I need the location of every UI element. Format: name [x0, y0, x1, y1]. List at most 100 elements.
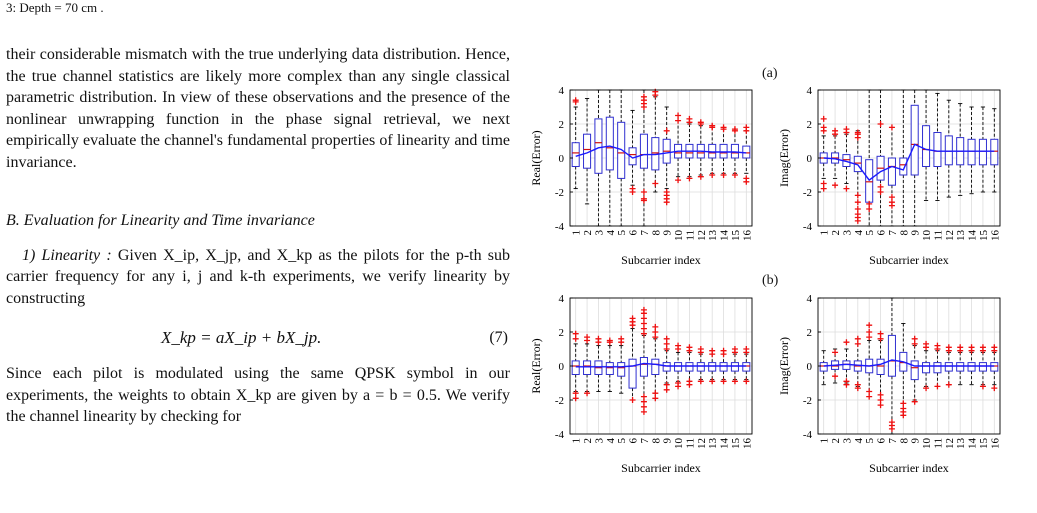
outlier-point — [820, 124, 827, 131]
box-rect — [719, 362, 728, 372]
outlier-point — [584, 390, 591, 397]
box-11 — [685, 123, 694, 178]
outlier-point — [640, 398, 647, 405]
outlier-point — [640, 320, 647, 327]
box-rect — [990, 362, 999, 372]
box-4 — [605, 89, 614, 227]
x-tick-label: 14 — [967, 230, 979, 242]
outlier-point — [640, 325, 647, 332]
box-rect — [990, 138, 999, 166]
outlier-point — [629, 315, 636, 322]
outlier-point — [911, 398, 918, 405]
outlier-point — [675, 112, 682, 119]
x-tick-label: 13 — [955, 438, 967, 450]
box-rect — [910, 104, 919, 176]
box-rect — [639, 357, 648, 377]
paragraph-3: Since each pilot is modulated using the … — [6, 365, 510, 425]
outlier-point — [720, 124, 727, 131]
chart-a-real: -4 -2 0 2 4 1 2 3 4 5 6 7 8 9 10 11 12 13 14 15 16 Subcarrier… — [522, 72, 772, 272]
x-tick-label: 8 — [650, 438, 662, 444]
y-axis-label: Real(Error) — [529, 130, 543, 185]
box-rect — [887, 334, 896, 377]
box-rect — [944, 135, 953, 166]
outlier-point — [731, 346, 738, 352]
x-tick-label: 15 — [978, 230, 990, 242]
outlier-point — [572, 330, 579, 337]
outlier-point — [820, 115, 827, 122]
equation-block: X_kp = aX_ip + bX_jp. (7) — [6, 313, 510, 361]
outlier-point — [675, 117, 682, 124]
x-tick-label: 5 — [864, 230, 876, 236]
outlier-point — [663, 340, 670, 347]
box-7 — [887, 297, 896, 435]
outlier-point — [640, 189, 647, 195]
box-1 — [571, 343, 580, 392]
box-rect — [617, 362, 626, 377]
box-rect — [967, 362, 976, 372]
box-rect — [605, 362, 614, 375]
outlier-point — [572, 395, 579, 402]
x-tick-label: 11 — [684, 230, 696, 241]
x-tick-label: 11 — [932, 438, 944, 449]
box-rect — [922, 125, 931, 167]
y-tick-label: -4 — [803, 221, 813, 233]
paragraph-2-body: Given X_ip, X_jp, and X_kp as the pilots… — [6, 246, 511, 307]
outlier-point — [854, 199, 861, 206]
x-tick-label: 12 — [944, 438, 956, 449]
outlier-point — [832, 182, 839, 189]
x-tick-label: 4 — [853, 230, 865, 236]
box-rect — [742, 362, 751, 372]
box-16 — [990, 351, 999, 386]
equation: X_kp = aX_ip + bX_jp. — [161, 328, 322, 347]
outlier-point — [663, 127, 670, 134]
outlier-point — [709, 172, 716, 178]
outlier-point — [663, 386, 670, 393]
x-tick-label: 5 — [616, 438, 628, 444]
outlier-point — [934, 383, 941, 390]
box-rect — [978, 362, 987, 372]
x-axis-label: Subcarrier index — [621, 253, 701, 267]
outlier-point — [911, 335, 918, 342]
outlier-point — [686, 344, 693, 351]
outlier-point — [640, 306, 647, 313]
outlier-point — [709, 378, 716, 385]
box-rect — [583, 360, 592, 376]
outlier-point — [843, 185, 850, 192]
x-tick-label: 1 — [819, 438, 831, 444]
outlier-point — [731, 378, 738, 385]
x-tick-label: 3 — [593, 230, 605, 236]
box-rect — [922, 362, 931, 374]
outlier-point — [652, 323, 659, 330]
outlier-point — [854, 385, 861, 392]
x-tick-label: 14 — [719, 438, 731, 450]
box-1 — [819, 350, 828, 386]
outlier-point — [911, 340, 918, 347]
box-rect — [696, 362, 705, 372]
chart-b-real: -4 -2 0 2 4 1 2 3 4 5 6 7 8 9 10 11 12 13 14 15 16 Subcarrier… — [522, 280, 772, 480]
outlier-point — [640, 393, 647, 400]
box-11 — [933, 92, 942, 201]
outlier-point — [854, 340, 861, 347]
x-tick-label: 16 — [989, 438, 1001, 450]
outlier-point — [720, 378, 727, 385]
outlier-point — [697, 119, 704, 126]
box-rect — [933, 132, 942, 167]
x-tick-label: 9 — [662, 438, 674, 444]
x-tick-label: 10 — [673, 230, 685, 242]
outlier-point — [888, 194, 895, 201]
x-tick-label: 6 — [876, 438, 888, 444]
x-tick-label: 16 — [989, 230, 1001, 242]
mean-line — [823, 143, 995, 182]
x-tick-label: 9 — [910, 438, 922, 444]
outlier-point — [854, 192, 861, 199]
x-tick-label: 12 — [944, 230, 956, 241]
box-6 — [876, 89, 885, 227]
outlier-point — [888, 124, 895, 131]
x-tick-label: 6 — [628, 438, 640, 444]
box-rect — [978, 138, 987, 166]
outlier-point — [979, 383, 986, 390]
outlier-point — [945, 381, 952, 388]
equation-number: (7) — [489, 329, 508, 346]
